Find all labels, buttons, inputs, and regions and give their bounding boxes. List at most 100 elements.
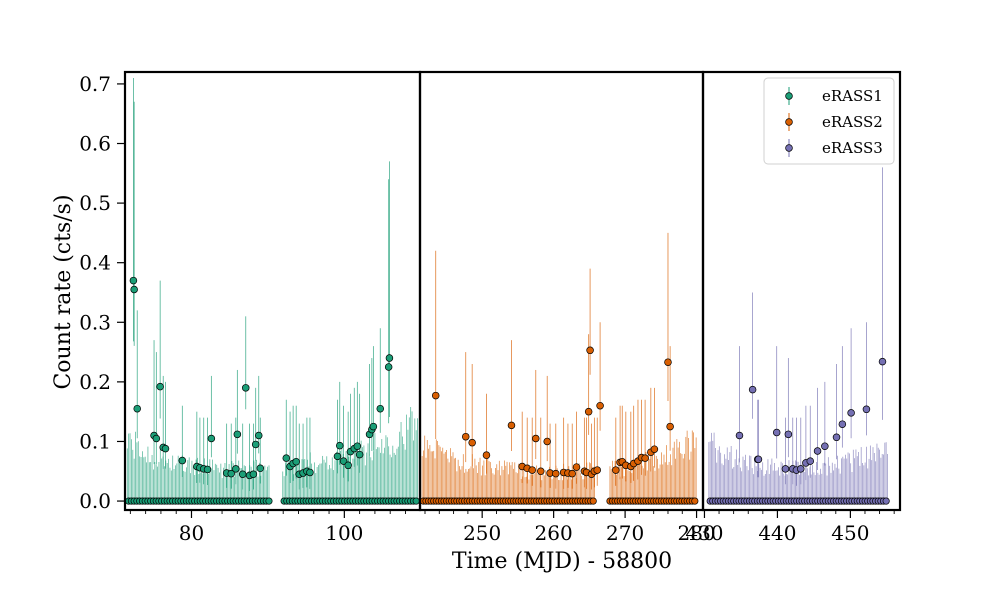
legend-box bbox=[763, 77, 895, 165]
data-points-eRASS2 bbox=[431, 346, 674, 478]
legend-label: eRASS2 bbox=[822, 113, 883, 131]
data-point bbox=[152, 434, 161, 443]
data-point-zero bbox=[265, 497, 273, 505]
y-tick-label: 0.2 bbox=[79, 370, 111, 394]
data-points-eRASS1 bbox=[129, 276, 394, 480]
error-bars-eRASS2 bbox=[421, 232, 697, 502]
data-point bbox=[781, 465, 790, 473]
data-point-zero bbox=[589, 497, 597, 505]
data-point bbox=[754, 455, 763, 464]
x-tick-label: 100 bbox=[325, 521, 363, 545]
data-point bbox=[256, 464, 265, 473]
data-point bbox=[813, 447, 822, 455]
data-point bbox=[227, 469, 235, 478]
data-point bbox=[482, 451, 491, 459]
legend-label: eRASS3 bbox=[822, 139, 883, 157]
panel-frame bbox=[701, 70, 902, 512]
panel-frame bbox=[123, 70, 422, 512]
data-point bbox=[431, 391, 440, 400]
data-point bbox=[543, 437, 551, 446]
data-point bbox=[333, 452, 342, 461]
y-tick-label: 0.1 bbox=[79, 429, 111, 453]
data-point bbox=[156, 382, 164, 391]
data-point bbox=[129, 276, 138, 285]
x-tick-label: 450 bbox=[831, 521, 869, 545]
x-tick-label: 280 bbox=[677, 521, 715, 545]
data-point bbox=[282, 454, 291, 462]
data-point bbox=[528, 466, 536, 474]
data-point bbox=[133, 404, 141, 413]
x-tick-label: 250 bbox=[463, 521, 501, 545]
y-tick-label: 0.0 bbox=[79, 489, 111, 513]
data-point bbox=[385, 354, 394, 362]
data-point bbox=[507, 421, 516, 430]
data-point bbox=[292, 457, 300, 466]
data-point bbox=[838, 420, 847, 428]
zero-points-eRASS3 bbox=[706, 497, 890, 505]
y-axis: 0.0 0.1 0.2 0.3 0.4 0.5 0.6 0.7 bbox=[79, 72, 125, 513]
data-point bbox=[532, 434, 540, 443]
data-point bbox=[353, 442, 362, 450]
x-tick-label: 440 bbox=[758, 521, 796, 545]
data-point bbox=[468, 438, 476, 447]
data-point bbox=[130, 285, 138, 294]
data-point bbox=[593, 466, 601, 474]
data-point bbox=[384, 363, 393, 371]
data-point-zero bbox=[691, 497, 699, 505]
data-point bbox=[596, 401, 604, 410]
data-point bbox=[251, 440, 260, 449]
data-point bbox=[306, 468, 314, 477]
data-point bbox=[369, 422, 378, 431]
data-point bbox=[233, 430, 242, 439]
data-point bbox=[806, 457, 815, 465]
error-bars-eRASS3 bbox=[708, 167, 888, 502]
data-point-zero bbox=[412, 497, 420, 505]
data-point bbox=[612, 466, 620, 474]
legend-marker bbox=[785, 92, 793, 100]
data-point bbox=[735, 431, 744, 440]
y-tick-label: 0.7 bbox=[79, 72, 111, 96]
legend-label: eRASS1 bbox=[822, 87, 883, 105]
data-point bbox=[355, 450, 364, 459]
data-point bbox=[797, 465, 805, 473]
y-axis-label: Count rate (cts/s) bbox=[51, 194, 76, 389]
data-point bbox=[832, 433, 841, 442]
data-point bbox=[586, 346, 594, 355]
data-point bbox=[336, 441, 344, 450]
data-point bbox=[242, 384, 250, 392]
x-tick-label: 260 bbox=[535, 521, 573, 545]
data-point bbox=[232, 465, 240, 473]
data-point bbox=[461, 432, 470, 441]
error-bars-eRASS1 bbox=[126, 77, 418, 502]
data-point bbox=[862, 405, 871, 414]
data-point bbox=[584, 407, 593, 416]
data-point bbox=[178, 456, 187, 465]
data-point bbox=[666, 422, 674, 431]
data-point bbox=[254, 431, 263, 440]
panel-frame bbox=[418, 70, 705, 512]
data-point bbox=[344, 461, 352, 470]
data-point bbox=[203, 465, 212, 474]
data-point bbox=[748, 385, 757, 394]
data-point bbox=[847, 409, 855, 417]
data-point bbox=[376, 404, 385, 413]
data-point bbox=[572, 463, 581, 471]
x-tick-label: 270 bbox=[606, 521, 644, 545]
legend-marker bbox=[785, 118, 793, 126]
legend-marker bbox=[785, 144, 793, 152]
x-tick-label: 430 bbox=[685, 521, 723, 545]
panel-eRASS1: 80 100 bbox=[123, 70, 422, 545]
data-point bbox=[339, 457, 348, 465]
data-point bbox=[641, 454, 649, 462]
x-tick-label: 80 bbox=[179, 521, 204, 545]
data-point bbox=[161, 444, 170, 453]
data-point bbox=[772, 428, 781, 437]
data-point bbox=[238, 470, 247, 478]
data-point bbox=[650, 445, 659, 453]
data-point bbox=[207, 434, 216, 443]
data-point bbox=[568, 469, 576, 478]
data-point bbox=[249, 470, 258, 478]
data-points-eRASS3 bbox=[735, 357, 887, 474]
